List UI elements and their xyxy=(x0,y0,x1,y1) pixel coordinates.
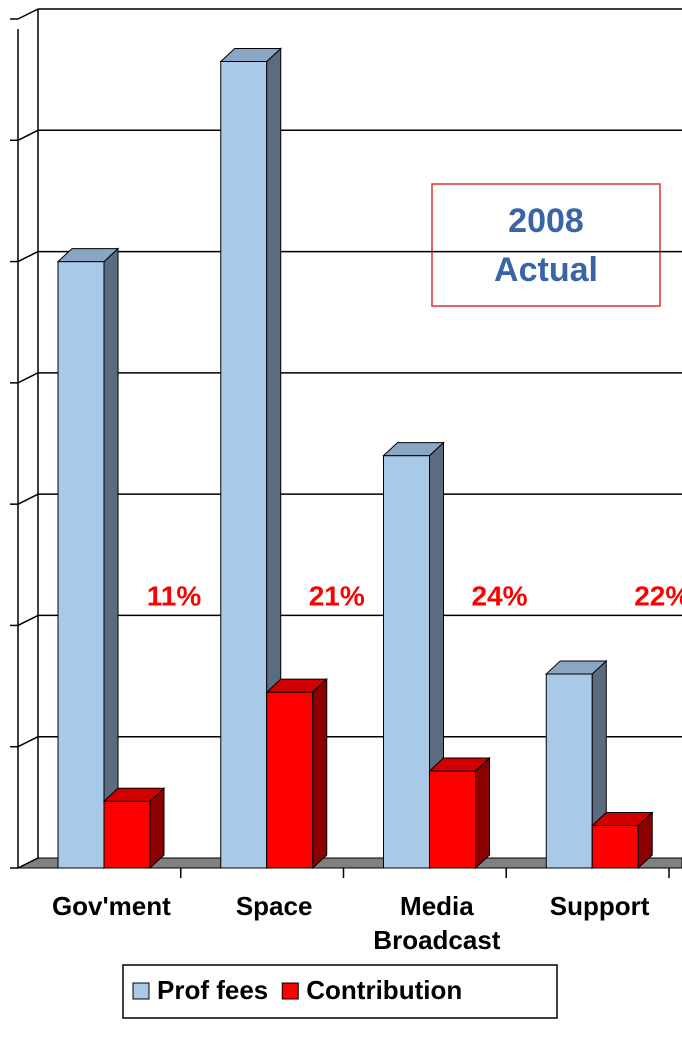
bar-top xyxy=(56,248,120,263)
bar-top xyxy=(428,757,491,772)
legend-label: Prof fees xyxy=(157,975,268,1005)
annotation-box xyxy=(431,183,661,307)
y-tick-link xyxy=(17,129,39,141)
x-tick-label-line: Media xyxy=(400,891,474,921)
bar-side xyxy=(149,787,165,870)
bar xyxy=(219,47,283,870)
bar-top xyxy=(265,678,329,693)
y-tick-link xyxy=(17,736,39,748)
x-tick-label-line: Broadcast xyxy=(373,925,500,955)
bar-top xyxy=(102,787,166,802)
bar-top xyxy=(590,812,654,827)
bar-top xyxy=(219,47,283,62)
y-tick-link xyxy=(17,8,39,20)
bar xyxy=(382,441,445,870)
y-tick-link xyxy=(17,250,39,263)
annotation: Actual xyxy=(494,251,598,289)
bar xyxy=(590,811,654,870)
percent-label: 21% xyxy=(309,580,365,611)
y-tick-link xyxy=(17,372,39,384)
y-tick-link xyxy=(17,857,39,869)
bar-top xyxy=(544,660,608,675)
bar-side xyxy=(103,247,119,870)
legend-swatch xyxy=(281,982,299,1000)
bar-side xyxy=(475,756,490,870)
legend-box xyxy=(122,964,558,1019)
percent-label: 22% xyxy=(634,580,682,611)
x-tick-label: Gov'ment xyxy=(52,891,171,921)
percent-label: 11% xyxy=(147,580,202,611)
bar xyxy=(265,677,329,870)
bar xyxy=(428,756,491,870)
bar-front xyxy=(383,455,430,869)
annotation: 2008 xyxy=(508,202,584,240)
bar-front xyxy=(545,673,593,869)
x-tick-label: Space xyxy=(236,891,313,921)
bar-front xyxy=(103,800,151,869)
y-tick-link xyxy=(17,614,39,627)
bar xyxy=(544,659,608,870)
bar-front xyxy=(266,691,314,869)
bar-front xyxy=(57,261,105,869)
percent-label: 24% xyxy=(471,580,527,611)
bar xyxy=(56,247,120,870)
legend-label: Contribution xyxy=(306,975,462,1005)
bar-front xyxy=(220,60,268,869)
x-tick-label: Support xyxy=(550,891,650,921)
bar-top xyxy=(382,442,445,457)
bar-side xyxy=(312,677,328,870)
bar-front xyxy=(591,825,639,869)
x-tick-label: Media Broadcast xyxy=(373,891,500,955)
legend-swatch xyxy=(132,982,150,1000)
bar xyxy=(102,787,166,870)
y-tick-link xyxy=(17,493,39,505)
bar-front xyxy=(429,770,476,869)
